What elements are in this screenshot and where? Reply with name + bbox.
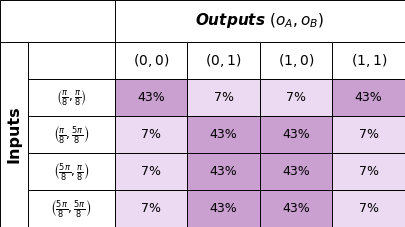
Bar xyxy=(333,190,405,227)
Text: 43%: 43% xyxy=(282,128,310,141)
Bar xyxy=(260,79,333,116)
Bar xyxy=(187,153,260,190)
Text: 7%: 7% xyxy=(359,165,379,178)
Text: $(1, 0)$: $(1, 0)$ xyxy=(278,52,314,69)
Bar xyxy=(260,116,333,153)
Bar xyxy=(28,79,115,116)
Bar xyxy=(0,42,115,79)
Text: 43%: 43% xyxy=(282,165,310,178)
Text: 43%: 43% xyxy=(137,91,165,104)
Text: $(1, 1)$: $(1, 1)$ xyxy=(350,52,387,69)
Text: $\left(\frac{\pi}{8}, \frac{5\pi}{8}\right)$: $\left(\frac{\pi}{8}, \frac{5\pi}{8}\rig… xyxy=(53,124,90,145)
Bar xyxy=(187,79,260,116)
Text: $(0, 1)$: $(0, 1)$ xyxy=(205,52,242,69)
Bar xyxy=(260,190,333,227)
Bar xyxy=(115,190,187,227)
Bar xyxy=(187,190,260,227)
Bar xyxy=(333,79,405,116)
Text: 7%: 7% xyxy=(286,91,306,104)
Text: 43%: 43% xyxy=(282,202,310,215)
Bar xyxy=(115,0,405,42)
Text: $(0, 0)$: $(0, 0)$ xyxy=(133,52,169,69)
Text: Outputs $(o_A, o_B)$: Outputs $(o_A, o_B)$ xyxy=(195,12,324,30)
Bar xyxy=(115,116,187,153)
Bar xyxy=(187,42,260,79)
Text: 43%: 43% xyxy=(210,202,237,215)
Text: 7%: 7% xyxy=(141,165,161,178)
Bar xyxy=(115,79,187,116)
Bar xyxy=(115,42,187,79)
Bar xyxy=(0,42,28,227)
Text: $\left(\frac{5\pi}{8}, \frac{\pi}{8}\right)$: $\left(\frac{5\pi}{8}, \frac{\pi}{8}\rig… xyxy=(53,161,90,182)
Bar xyxy=(28,153,115,190)
Text: 7%: 7% xyxy=(359,128,379,141)
Text: 7%: 7% xyxy=(141,202,161,215)
Bar xyxy=(260,153,333,190)
Text: Inputs: Inputs xyxy=(6,106,21,163)
Bar xyxy=(187,116,260,153)
Bar xyxy=(333,116,405,153)
Text: $\left(\frac{\pi}{8}, \frac{\pi}{8}\right)$: $\left(\frac{\pi}{8}, \frac{\pi}{8}\righ… xyxy=(56,88,86,107)
Text: 7%: 7% xyxy=(141,128,161,141)
Text: 43%: 43% xyxy=(210,128,237,141)
Bar xyxy=(260,42,333,79)
Text: 7%: 7% xyxy=(213,91,234,104)
Bar xyxy=(28,116,115,153)
Text: 7%: 7% xyxy=(359,202,379,215)
Text: $\left(\frac{5\pi}{8}, \frac{5\pi}{8}\right)$: $\left(\frac{5\pi}{8}, \frac{5\pi}{8}\ri… xyxy=(50,198,92,219)
Bar xyxy=(333,42,405,79)
Bar xyxy=(0,0,115,42)
Bar xyxy=(115,153,187,190)
Text: 43%: 43% xyxy=(355,91,383,104)
Bar xyxy=(333,153,405,190)
Text: 43%: 43% xyxy=(210,165,237,178)
Bar xyxy=(28,190,115,227)
